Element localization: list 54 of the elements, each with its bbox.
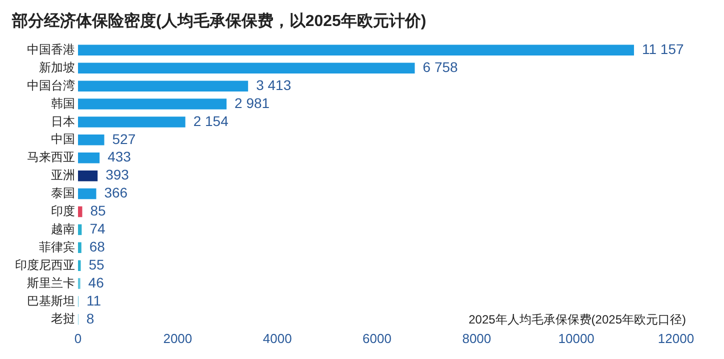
data-label: 74 [90, 220, 106, 237]
data-label: 2 981 [234, 94, 270, 111]
y-tick-label: 泰国 [51, 186, 75, 200]
data-label: 46 [88, 274, 104, 290]
data-label: 68 [89, 238, 106, 254]
data-label: 3 413 [256, 76, 292, 93]
bar [78, 152, 100, 164]
bar [78, 116, 186, 128]
bar [78, 170, 98, 182]
y-tick-label: 日本 [51, 114, 75, 128]
data-label: 433 [108, 148, 132, 165]
bar [78, 98, 227, 110]
x-tick-label: 8000 [462, 330, 492, 346]
y-tick-label: 老挝 [51, 312, 75, 326]
x-tick-label: 6000 [362, 330, 392, 346]
bar [78, 260, 81, 271]
bar [78, 80, 248, 92]
x-tick-label: 0 [74, 330, 82, 346]
data-label: 11 157 [642, 41, 684, 58]
x-tick-label: 4000 [262, 330, 292, 346]
data-label: 85 [90, 202, 106, 219]
data-label: 366 [104, 184, 128, 201]
y-tick-label: 越南 [51, 222, 75, 236]
y-tick-label: 中国 [51, 132, 75, 146]
x-axis-title: 2025年人均毛承保保费(2025年欧元口径) [468, 312, 686, 327]
y-tick-label: 印度 [51, 204, 75, 218]
y-tick-label: 韩国 [51, 96, 75, 110]
y-tick-label: 亚洲 [51, 168, 75, 182]
bar [78, 44, 634, 56]
x-tick-label: 12000 [658, 330, 694, 346]
x-tick-label: 2000 [163, 330, 192, 346]
bar [78, 188, 96, 200]
y-tick-label: 中国台湾 [27, 78, 75, 92]
data-label: 55 [88, 256, 105, 272]
data-label: 527 [112, 130, 136, 147]
bar [78, 242, 82, 254]
y-tick-label: 菲律宾 [39, 240, 75, 254]
y-tick-label: 印度尼西亚 [15, 258, 75, 272]
y-tick-label: 马来西亚 [27, 150, 75, 164]
data-label: 6 758 [422, 58, 458, 75]
data-label: 11 [86, 292, 102, 308]
y-tick-label: 中国香港 [27, 42, 75, 56]
bar [78, 224, 82, 236]
data-label: 393 [106, 166, 130, 183]
bar [78, 62, 415, 74]
data-label: 2 154 [193, 112, 229, 129]
y-tick-label: 斯里兰卡 [27, 276, 75, 290]
data-label: 8 [86, 310, 94, 326]
bar [78, 206, 82, 218]
chart-title: 部分经济体保险密度(人均毛承保保费，以2025年欧元计价) [11, 11, 426, 30]
bar [78, 134, 104, 146]
y-tick-label: 巴基斯坦 [27, 294, 75, 308]
x-tick-label: 10000 [558, 330, 594, 346]
y-tick-label: 新加坡 [39, 60, 75, 74]
